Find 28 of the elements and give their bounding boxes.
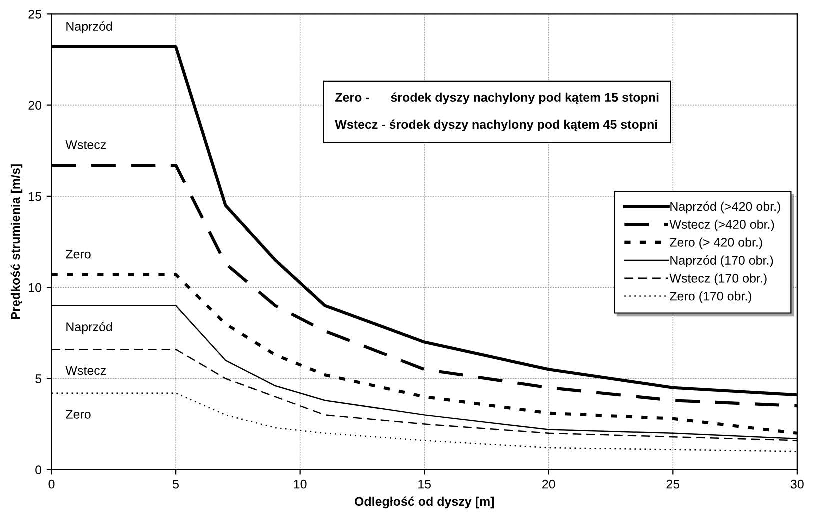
x-tick-label: 10 [294, 480, 307, 489]
annotation: Naprzód [66, 22, 112, 34]
legend-label: Zero (170 obr.) [670, 292, 752, 304]
legend-label: Wstecz (170 obr.) [670, 274, 767, 286]
annotation: Zero [66, 410, 91, 419]
x-tick-label: 0 [48, 480, 55, 489]
x-tick-label: 30 [790, 480, 804, 489]
text: Zero - środek dyszy nachylony pod kątem 15 stopni Wstecz - środek dyszy nachylony pod kątem 45 stopni [335, 92, 659, 132]
annotation: Wstecz [66, 366, 106, 376]
y-tick-label: 25 [28, 10, 42, 19]
y-tick-label: 10 [29, 283, 42, 292]
legend-label: Naprzód (170 obr.) [670, 256, 774, 268]
x-tick-label: 20 [542, 480, 556, 489]
y-tick-label: 0 [36, 466, 42, 475]
x-tick-label: 15 [418, 480, 432, 489]
annotation: Zero [66, 250, 91, 259]
annotation: Wstecz [66, 140, 106, 150]
legend-label: Naprzód (>420 obr.) [670, 202, 780, 214]
x-axis-title: Odległość od dyszy [m] [354, 496, 494, 509]
x-tick-label: 5 [173, 480, 179, 489]
y-tick-label: 15 [29, 192, 42, 202]
y-tick-label: 5 [36, 374, 42, 384]
y-tick-label: 20 [28, 101, 42, 110]
legend-label: Wstecz (>420 obr.) [670, 220, 774, 232]
y-axis-title: Prędkość strumienia [m/s] [10, 164, 23, 320]
legend-label: Zero (> 420 obr.) [670, 238, 762, 250]
x-tick-label: 25 [666, 480, 680, 489]
annotation: Naprzód [66, 322, 112, 334]
